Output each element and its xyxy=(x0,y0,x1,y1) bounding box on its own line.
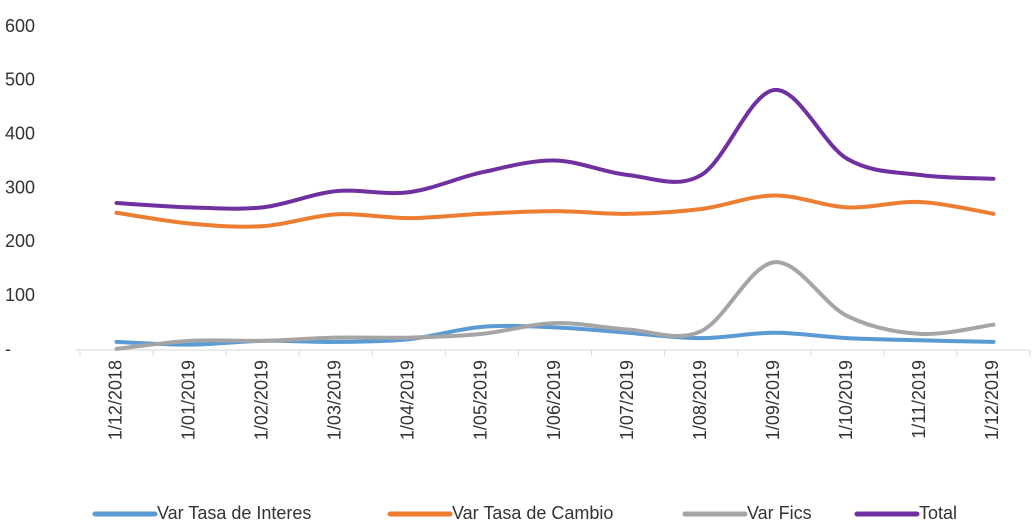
legend-label: Var Fics xyxy=(747,503,812,523)
x-tick-label: 1/07/2019 xyxy=(617,360,637,440)
x-tick-label: 1/09/2019 xyxy=(763,360,783,440)
x-tick-label: 1/06/2019 xyxy=(544,360,564,440)
y-tick-label: 300 xyxy=(5,177,35,197)
x-tick-label: 1/12/2019 xyxy=(982,360,1002,440)
y-tick-label: 400 xyxy=(5,123,35,143)
y-tick-label: 500 xyxy=(5,70,35,90)
y-tick-label: - xyxy=(5,339,11,359)
x-tick-label: 1/04/2019 xyxy=(398,360,418,440)
x-tick-label: 1/11/2019 xyxy=(909,360,929,439)
series-line xyxy=(114,260,996,351)
y-tick-label: 200 xyxy=(5,231,35,251)
legend-label: Var Tasa de Cambio xyxy=(452,503,613,523)
y-tick-label: 600 xyxy=(5,16,35,36)
legend-label: Total xyxy=(919,503,957,523)
x-tick-label: 1/12/2018 xyxy=(105,360,125,440)
series-line xyxy=(114,193,996,229)
x-tick-label: 1/10/2019 xyxy=(836,360,856,440)
x-tick-label: 1/05/2019 xyxy=(471,360,491,440)
x-tick-label: 1/03/2019 xyxy=(325,360,345,440)
y-tick-label: 100 xyxy=(5,285,35,305)
x-tick-label: 1/08/2019 xyxy=(690,360,710,440)
legend-label: Var Tasa de Interes xyxy=(157,503,311,523)
series-line xyxy=(114,87,996,211)
x-tick-label: 1/01/2019 xyxy=(178,360,198,440)
x-tick-label: 1/02/2019 xyxy=(251,360,271,440)
